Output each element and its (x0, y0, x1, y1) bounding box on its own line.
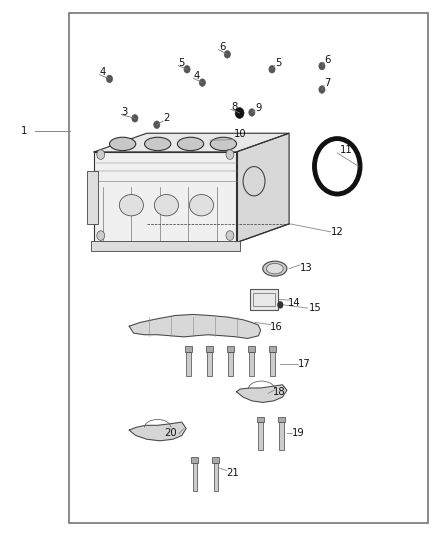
Bar (87, 171, 98, 224)
Circle shape (224, 51, 230, 58)
Bar (270, 352, 275, 376)
Text: 15: 15 (309, 303, 322, 313)
Text: 5: 5 (275, 58, 281, 68)
Ellipse shape (243, 166, 265, 196)
Text: 11: 11 (339, 146, 353, 155)
Text: 3: 3 (122, 107, 128, 117)
Bar (212, 457, 219, 463)
Bar (279, 422, 284, 450)
Text: 1: 1 (21, 126, 27, 135)
Text: 21: 21 (226, 469, 239, 478)
Ellipse shape (110, 137, 136, 151)
Bar (278, 417, 285, 422)
Text: 6: 6 (219, 42, 225, 52)
Ellipse shape (154, 195, 178, 216)
Bar (206, 346, 213, 352)
Circle shape (226, 231, 234, 240)
Text: 13: 13 (300, 263, 313, 272)
Circle shape (97, 150, 105, 159)
Circle shape (106, 75, 113, 83)
Text: 4: 4 (100, 67, 106, 77)
Ellipse shape (145, 137, 171, 151)
Circle shape (319, 86, 325, 93)
Text: 19: 19 (292, 428, 305, 438)
Circle shape (249, 109, 255, 116)
Bar (207, 352, 212, 376)
Circle shape (277, 301, 283, 309)
Bar (185, 346, 192, 352)
Text: 2: 2 (163, 114, 170, 123)
Ellipse shape (119, 195, 143, 216)
Circle shape (97, 231, 105, 240)
Circle shape (199, 79, 205, 86)
Bar (249, 352, 254, 376)
Bar (193, 463, 197, 491)
Ellipse shape (210, 137, 237, 151)
Text: 16: 16 (269, 322, 283, 332)
Polygon shape (237, 133, 289, 243)
Text: 10: 10 (234, 130, 246, 139)
Text: 7: 7 (325, 78, 331, 87)
Ellipse shape (266, 263, 283, 274)
Circle shape (269, 66, 275, 73)
Bar (250, 289, 278, 310)
Circle shape (132, 115, 138, 122)
Text: 6: 6 (325, 55, 331, 64)
Text: 4: 4 (194, 71, 200, 80)
Text: 20: 20 (165, 428, 177, 438)
Circle shape (319, 62, 325, 70)
Text: 9: 9 (255, 103, 261, 112)
Bar (191, 457, 198, 463)
Ellipse shape (263, 261, 287, 276)
Bar (257, 417, 264, 422)
Ellipse shape (177, 137, 204, 151)
Text: 5: 5 (179, 58, 185, 68)
Polygon shape (129, 422, 186, 441)
Bar (258, 422, 263, 450)
Text: 18: 18 (273, 387, 286, 397)
Bar (228, 352, 233, 376)
Ellipse shape (189, 195, 213, 216)
Text: 8: 8 (231, 102, 237, 111)
Bar (186, 352, 191, 376)
Bar (269, 346, 276, 352)
Bar (227, 346, 234, 352)
Bar (214, 463, 218, 491)
Circle shape (184, 66, 190, 73)
Bar (248, 346, 255, 352)
Text: 17: 17 (298, 359, 311, 368)
Polygon shape (237, 385, 287, 402)
Bar (69, 13, 428, 523)
Bar (91, 241, 240, 251)
Text: 12: 12 (331, 227, 344, 237)
Polygon shape (94, 152, 237, 243)
Circle shape (235, 108, 244, 118)
Bar (253, 293, 275, 306)
Circle shape (154, 121, 160, 128)
Polygon shape (94, 133, 289, 152)
Circle shape (226, 150, 234, 159)
Polygon shape (129, 314, 261, 338)
Text: 14: 14 (288, 298, 300, 308)
